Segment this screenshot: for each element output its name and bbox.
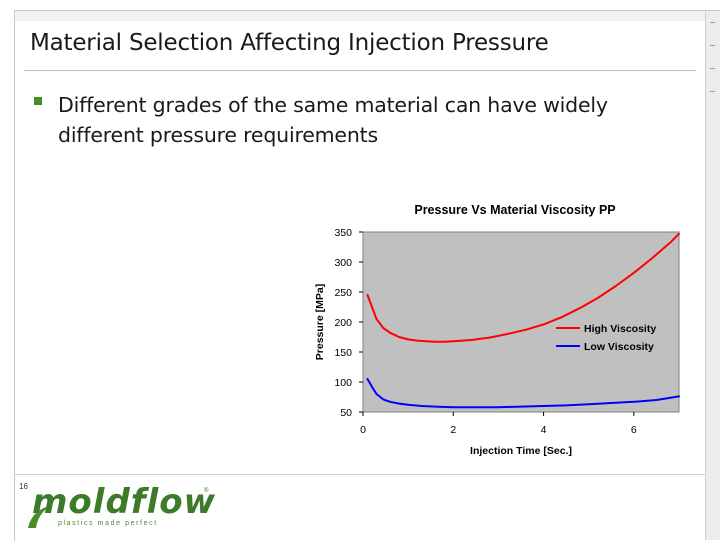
bullet-text: Different grades of the same material ca… [58, 93, 608, 147]
logo-registered-mark: ® [204, 488, 209, 494]
x-axis: 0 2 4 6 [360, 412, 637, 436]
series-line-high-viscosity [366, 232, 680, 343]
logo-wordmark: moldflow [32, 482, 216, 522]
y-tick-label: 300 [334, 257, 352, 269]
series-layer [366, 232, 680, 409]
moldflow-logo: moldflow ® plastics made perfect [26, 482, 216, 530]
x-axis-label: Injection Time [Sec.] [470, 445, 572, 457]
page-number: 16 [19, 482, 28, 491]
y-tick-label: 350 [334, 227, 352, 239]
y-tick-label: 150 [334, 347, 352, 359]
y-axis: 50 100 150 200 250 300 350 [334, 227, 363, 419]
y-tick-label: 50 [340, 407, 352, 419]
x-tick-label: 6 [631, 424, 637, 436]
x-tick-label: 4 [541, 424, 547, 436]
right-bar-tick [710, 22, 715, 23]
x-tick-label: 2 [450, 424, 456, 436]
y-axis-label: Pressure [MPa] [314, 284, 326, 360]
x-tick-label: 0 [360, 424, 366, 436]
y-tick-label: 200 [334, 317, 352, 329]
logo-tagline: plastics made perfect [58, 520, 158, 527]
right-decor-bar [705, 11, 720, 540]
right-bar-tick [710, 91, 715, 92]
plot-area [362, 231, 680, 413]
legend-label: High Viscosity [584, 323, 656, 335]
bullet-marker-icon [34, 97, 42, 105]
legend: High Viscosity Low Viscosity [556, 323, 656, 353]
series-line-low-viscosity [366, 378, 680, 409]
top-strip [15, 11, 705, 21]
logo-swoosh-icon [28, 506, 50, 528]
right-bar-tick [710, 68, 715, 69]
y-tick-label: 250 [334, 287, 352, 299]
legend-label: Low Viscosity [584, 341, 654, 353]
footer-divider [15, 474, 705, 475]
y-tick-label: 100 [334, 377, 352, 389]
page-title: Material Selection Affecting Injection P… [30, 30, 549, 56]
chart-title: Pressure Vs Material Viscosity PP [414, 203, 615, 217]
right-bar-tick [710, 45, 715, 46]
slide-frame [14, 10, 720, 541]
title-divider [24, 70, 696, 71]
